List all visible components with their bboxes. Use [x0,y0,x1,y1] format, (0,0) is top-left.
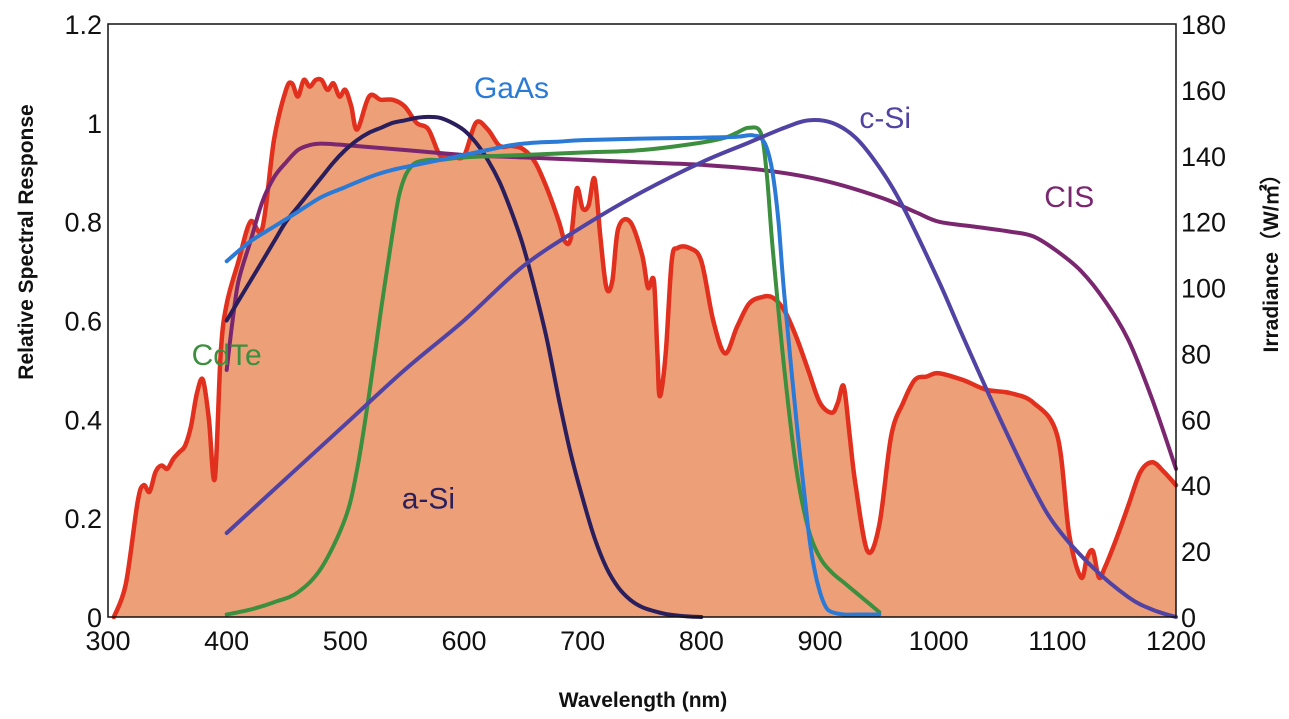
tick-labels-layer: 300 400 500 600 700 800 900 1000 1100 120000.20.4… [64,10,1226,656]
y-tick-label: 0.6 [64,307,102,337]
y2-tick-label: 40 [1181,471,1211,501]
series-line-cis [224,141,1178,471]
x-axis-title: Wavelength (nm) [559,689,727,712]
y2-tick-label: 160 [1181,76,1226,106]
y-tick-label: 0 [87,603,102,633]
y2-tick-label: 120 [1181,208,1226,238]
y2-axis-title: Irradiance（W/㎡） [1259,163,1283,352]
x-tick-label: 500 [323,626,368,656]
x-tick-label: 700 [560,626,605,656]
series-line-a-si [224,114,704,619]
y2-tick-label: 180 [1181,10,1226,40]
y2-tick-label: 0 [1181,603,1196,633]
y2-tick-label: 140 [1181,142,1226,172]
series-line-c-si [224,118,1178,619]
y-tick-label: 1 [87,109,102,139]
curve-label-cis: CIS [1044,181,1094,214]
x-tick-label: 400 [204,626,249,656]
y2-tick-label: 60 [1181,405,1211,435]
x-tick-label: 1100 [1028,626,1086,656]
curve-label-c-si: c-Si [859,102,911,135]
series-line-gaas [224,133,882,617]
curve-label-a-si: a-Si [402,482,455,515]
irradiance-line [111,76,1179,620]
y-tick-label: 1.2 [64,10,102,40]
x-tick-label: 900 [797,626,842,656]
y2-tick-label: 80 [1181,339,1211,369]
irradiance-area [113,78,1176,618]
x-tick-label: 600 [441,626,486,656]
series-lines-layer [224,114,1178,619]
plot-border [107,23,1177,618]
curve-label-cdte: CdTe [192,339,262,372]
x-tick-label: 300 [85,626,130,656]
y-tick-label: 0.2 [64,504,102,534]
plot-frame [107,23,1177,618]
x-tick-label: 1000 [909,626,969,656]
y2-tick-label: 100 [1181,274,1226,304]
x-tick-label: 800 [679,626,724,656]
curve-label-gaas: GaAs [474,72,549,105]
y-tick-label: 0.4 [64,405,102,435]
x-tick-label: 1200 [1146,626,1206,656]
irradiance-fill-layer [111,76,1179,620]
y-axis-title: Relative Spectral Response [15,104,38,379]
y-tick-label: 0.8 [64,208,102,238]
y2-tick-label: 20 [1181,537,1211,567]
curve-labels-layer: GaAs c-Si CIS CdTe a-Si [192,72,1095,515]
